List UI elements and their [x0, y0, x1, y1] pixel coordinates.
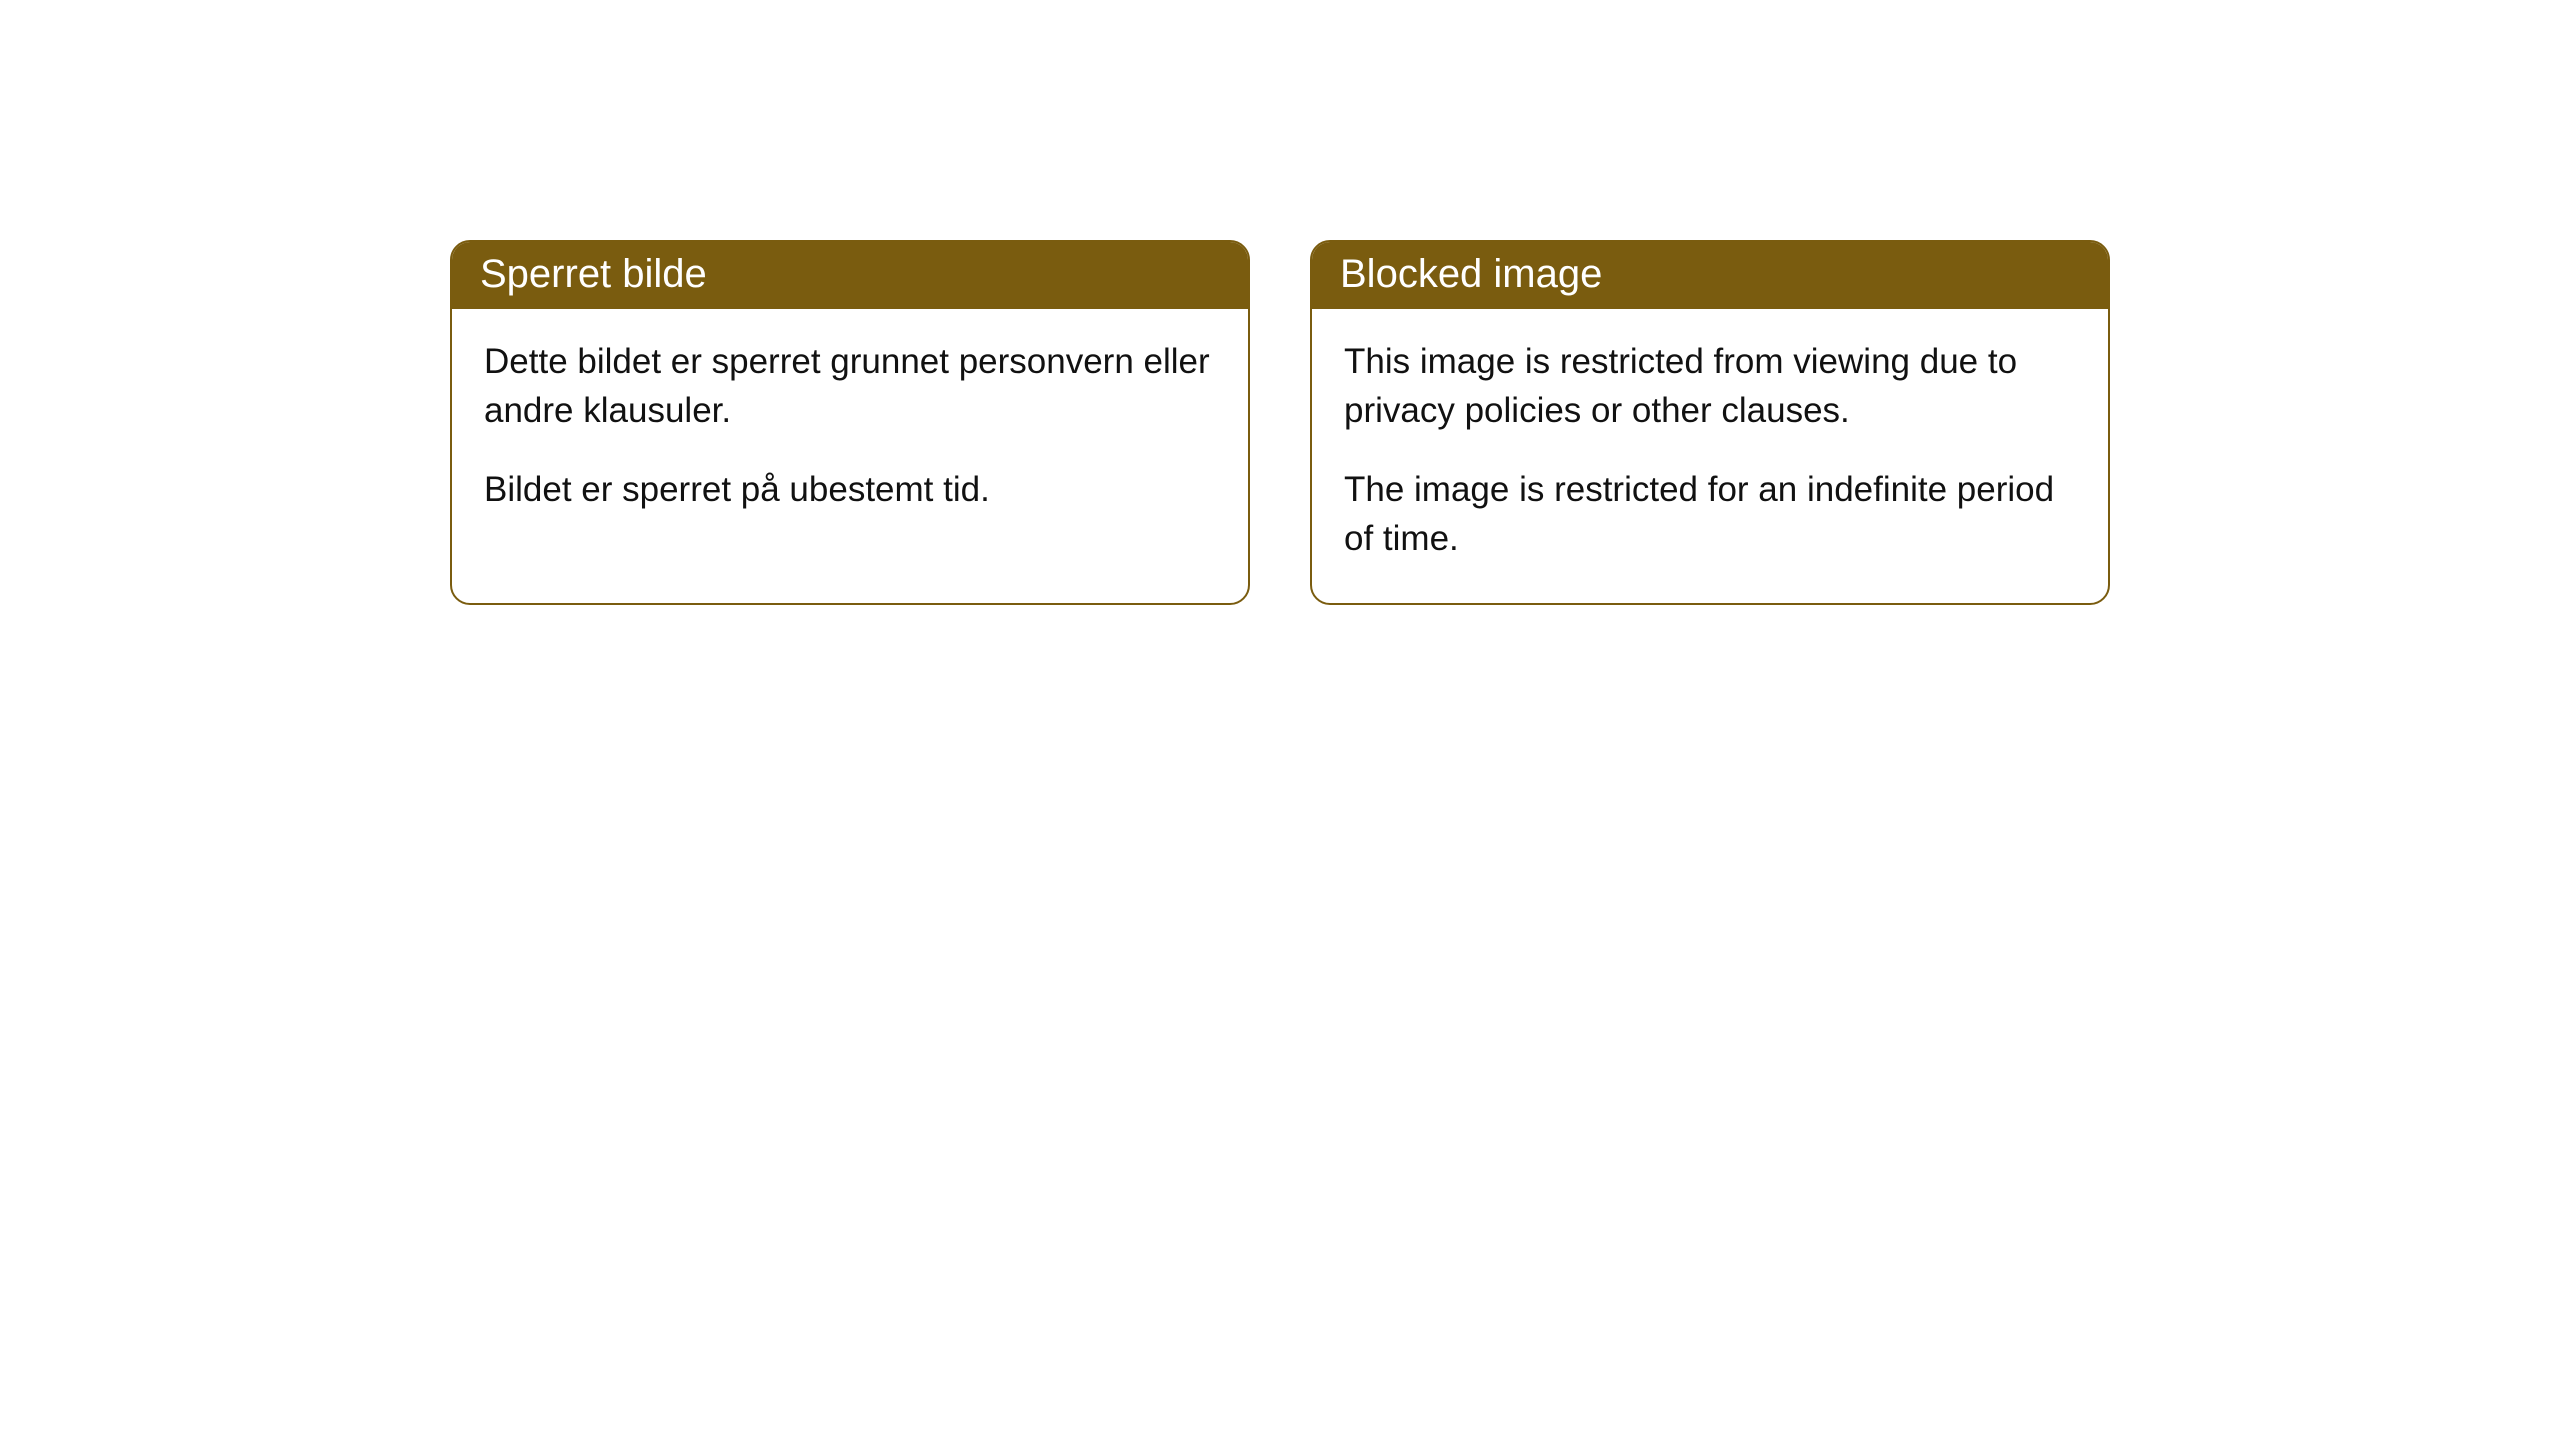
notice-card-norwegian: Sperret bilde Dette bildet er sperret gr…	[450, 240, 1250, 605]
notice-container: Sperret bilde Dette bildet er sperret gr…	[0, 240, 2560, 605]
notice-card-english: Blocked image This image is restricted f…	[1310, 240, 2110, 605]
card-body: This image is restricted from viewing du…	[1312, 309, 2108, 603]
card-body: Dette bildet er sperret grunnet personve…	[452, 309, 1248, 554]
card-text-line-2: Bildet er sperret på ubestemt tid.	[484, 465, 1216, 514]
card-text-line-1: Dette bildet er sperret grunnet personve…	[484, 337, 1216, 435]
card-header: Sperret bilde	[452, 242, 1248, 309]
card-text-line-2: The image is restricted for an indefinit…	[1344, 465, 2076, 563]
card-text-line-1: This image is restricted from viewing du…	[1344, 337, 2076, 435]
card-header: Blocked image	[1312, 242, 2108, 309]
